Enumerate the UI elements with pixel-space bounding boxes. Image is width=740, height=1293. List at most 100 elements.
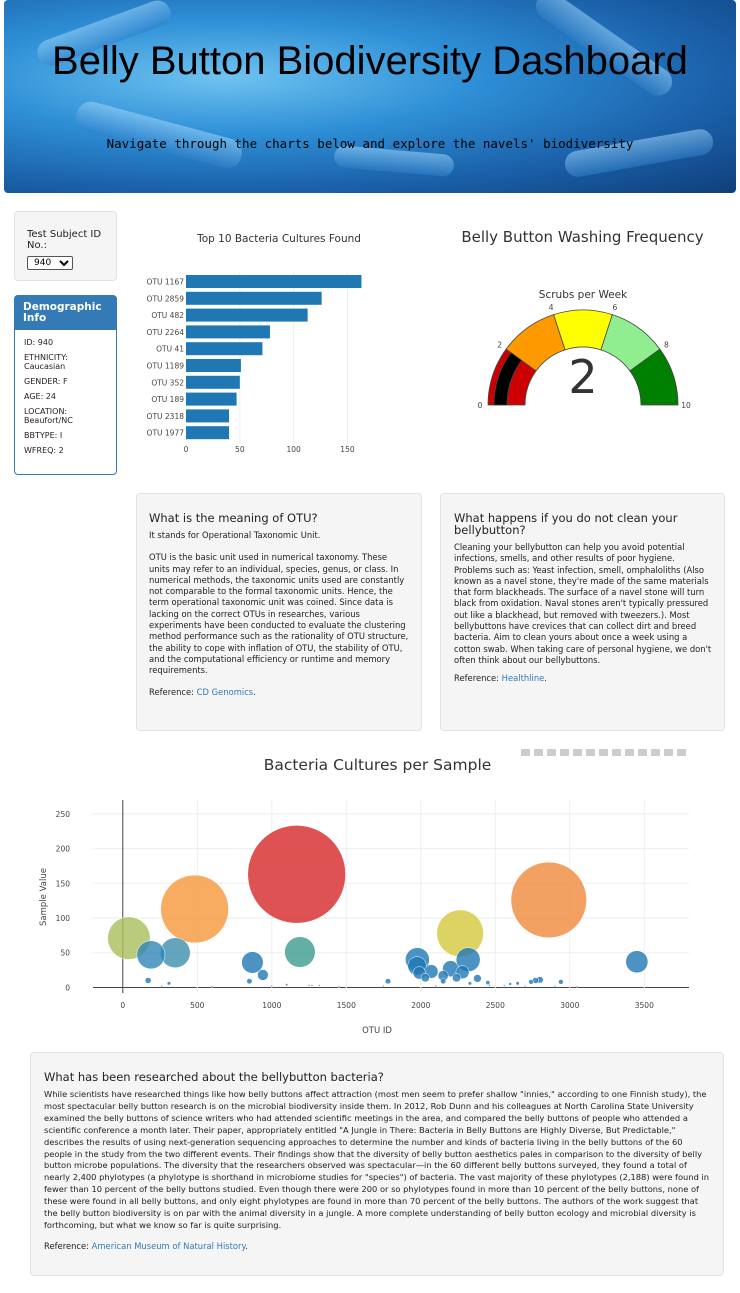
bubble [420,973,430,983]
demographic-line: BBTYPE: I [24,431,63,440]
gauge-value-bar [493,352,523,406]
chart-modebar [521,742,731,756]
lasso-icon[interactable] [573,749,582,756]
page-subtitle: Navigate through the charts below and ex… [106,136,634,151]
amnh-link[interactable]: American Museum of Natural History [91,1240,246,1251]
bubble-y-tick-label: 0 [65,983,70,992]
bubble-x-axis-title: OTU ID [362,1026,392,1036]
research-card-reference: Reference: American Museum of Natural Hi… [44,1241,711,1252]
bubble [440,978,447,985]
research-card-heading: What has been researched about the belly… [44,1070,384,1084]
reference-end: . [245,1240,248,1251]
otu-card-heading: What is the meaning of OTU? [149,511,318,525]
gauge-tick-label: 4 [549,303,554,312]
bacteria-image [562,127,716,179]
demographic-line: AGE: 24 [24,392,57,401]
bubble-y-tick-label: 200 [56,845,71,854]
gauge-value: 2 [568,350,597,404]
subject-id-dropdown[interactable]: 940 [27,256,73,270]
bar-category-label: OTU 2318 [147,412,185,421]
clean-card-heading: What happens if you do not clean your be… [454,511,678,537]
washing-gauge[interactable]: Scrubs per Week 2 0 2 4 6 8 10 [470,280,700,420]
bubble [166,981,172,986]
demographic-line: WFREQ: 2 [24,446,64,455]
demographic-line: ETHNICITY: Caucasian [24,353,68,371]
bar-category-label: OTU 1189 [147,362,185,371]
bubble-x-tick-label: 1500 [337,1001,356,1010]
cd-genomics-link[interactable]: CD Genomics [196,686,254,697]
gauge-tick-label: 0 [478,401,483,410]
bubble [467,981,473,986]
bubble-x-tick-label: 500 [190,1001,205,1010]
bar [186,308,308,322]
pan-icon[interactable] [547,749,556,756]
bubble [241,951,264,974]
bubble [510,861,587,939]
bubble [488,984,491,987]
bar-category-label: OTU 352 [151,378,184,387]
box-select-icon[interactable] [560,749,569,756]
bubble [307,984,311,987]
bubble-y-tick-label: 250 [56,810,71,819]
bubble [257,969,269,981]
bar [186,291,322,305]
demographic-line: GENDER: F [24,377,68,386]
bar-category-label: OTU 2859 [147,294,185,303]
bubble [485,980,491,985]
top10-bar-chart[interactable]: Top 10 Bacteria Cultures Found 0 50 100 150… [136,222,376,462]
bubble [144,977,152,984]
otu-card-p2: OTU is the basic unit used in numerical … [149,552,409,676]
page-title: Belly Button Biodiversity Dashboard [52,39,688,83]
bubble [503,984,506,987]
demographic-panel: Demographic Info ID: 940 ETHNICITY: Cauc… [14,295,117,475]
bacteria-image [73,98,245,172]
demographic-line: ID: 940 [24,338,54,347]
bubble [211,985,214,988]
hover-closest-icon[interactable] [651,749,660,756]
gauge-title: Belly Button Washing Frequency [461,228,704,246]
zoom-in-icon[interactable] [586,749,595,756]
bar-category-label: OTU 189 [151,395,184,404]
zoom-out-icon[interactable] [599,749,608,756]
bubble [434,984,437,988]
bubble [318,984,321,987]
bubble [528,979,534,985]
bubble-y-axis-title: Sample Value [39,868,49,926]
bar [186,325,270,339]
bar-x-tick-label: 0 [184,445,189,454]
clean-card-reference: Reference: Healthline. [454,673,712,684]
bar [186,275,362,288]
hover-compare-icon[interactable] [664,749,673,756]
demographic-body: ID: 940 ETHNICITY: Caucasian GENDER: F A… [15,330,116,469]
bubble-x-tick-label: 3500 [635,1001,654,1010]
gauge-tick-label: 8 [664,340,669,349]
bar [186,409,230,423]
otu-card-p1: It stands for Operational Taxonomic Unit… [149,530,321,540]
spike-lines-icon[interactable] [638,749,647,756]
reference-end: . [544,673,547,684]
autoscale-icon[interactable] [612,749,621,756]
bar-category-label: OTU 482 [151,311,184,320]
gauge-tick-label: 6 [612,303,617,312]
bubble [553,984,557,988]
camera-icon[interactable] [521,749,530,756]
gauge-tick-label: 10 [681,401,691,410]
research-info-card: What has been researched about the belly… [30,1052,724,1276]
bar [186,392,237,406]
plotly-logo-icon[interactable] [677,749,686,756]
reference-label: Reference: [149,686,197,697]
bar-category-label: OTU 1977 [147,429,185,438]
healthline-link[interactable]: Healthline [501,673,545,684]
bubble-y-tick-label: 100 [56,914,71,923]
subject-selector-panel: Test Subject ID No.: 940 [14,211,117,281]
bubble [160,874,229,944]
bubble [576,985,579,988]
home-icon[interactable] [625,749,634,756]
bar [186,375,240,389]
bubble [270,984,273,988]
bubble [136,940,166,970]
otu-info-card: What is the meaning of OTU? It stands fo… [136,493,422,731]
zoom-icon[interactable] [534,749,543,756]
bubble [382,984,385,988]
